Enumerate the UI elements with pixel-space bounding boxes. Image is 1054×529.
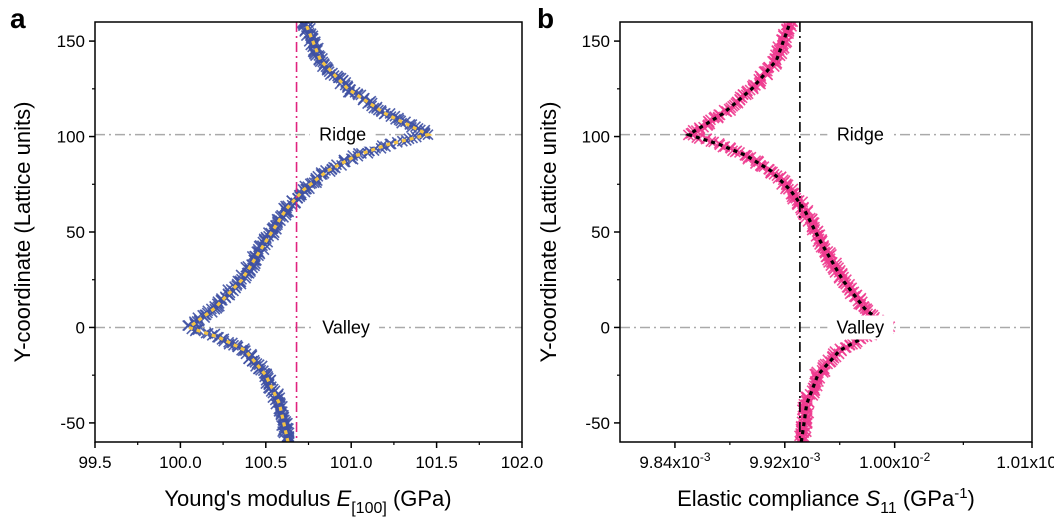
- x-axis-title: Young's modulus E[100] (GPa): [164, 486, 451, 517]
- x-axis-title-text: Young's modulus: [164, 486, 336, 511]
- data-point: [202, 327, 214, 339]
- fit-curve: [684, 22, 891, 442]
- x-tick-label: 100.5: [245, 453, 288, 472]
- data-point: [403, 133, 415, 145]
- x-axis-title: Elastic compliance S11 (GPa-1): [677, 485, 975, 517]
- annotation-label: Valley: [322, 317, 370, 337]
- x-axis-title-symbol: E: [337, 486, 352, 511]
- x-tick-label: 101.5: [415, 453, 458, 472]
- x-tick-label: 9.84x10-3: [639, 450, 710, 472]
- y-axis-title: Y-coordinate (Lattice units): [10, 102, 35, 363]
- data-point: [785, 22, 797, 28]
- y-tick-label: 100: [582, 128, 610, 147]
- panel-letter: b: [537, 3, 554, 34]
- x-axis-title-unit-close: ): [968, 486, 975, 511]
- plot-area: [95, 22, 522, 442]
- annotation-background: [309, 122, 376, 147]
- y-tick-label: -50: [585, 414, 610, 433]
- y-tick-label: 0: [601, 318, 610, 337]
- x-axis-title-unit: (GPa: [897, 486, 955, 511]
- x-axis-title-unit: (GPa): [387, 486, 452, 511]
- annotation-label: Valley: [836, 317, 884, 337]
- x-axis-title-subscript: 11: [880, 500, 897, 517]
- x-tick-exponent: -3: [810, 450, 821, 464]
- y-tick-label: 150: [57, 32, 85, 51]
- annotation-label: Ridge: [837, 125, 884, 145]
- marker-series: [682, 22, 896, 442]
- panel-letter: a: [10, 3, 26, 34]
- x-axis-title-subscript: [100]: [351, 500, 387, 517]
- x-tick-label: 101.0: [330, 453, 373, 472]
- annotation-label: Ridge: [319, 125, 366, 145]
- x-tick-label: 102.0: [501, 453, 544, 472]
- y-tick-label: 50: [66, 223, 85, 242]
- annotation-background: [827, 122, 894, 147]
- y-axis-title: Y-coordinate (Lattice units): [536, 102, 561, 363]
- plot-frame: [619, 21, 1033, 443]
- x-tick-label: 9.92x10-3: [749, 450, 820, 472]
- x-tick-mantissa: 1.01x10: [996, 453, 1054, 472]
- x-tick-mantissa: 9.92x10: [749, 453, 810, 472]
- x-tick-label: 1.00x10-2: [859, 450, 930, 472]
- x-axis-title-symbol: S: [865, 486, 880, 511]
- y-tick-label: -50: [60, 414, 85, 433]
- data-point: [410, 131, 422, 143]
- fit-curve: [185, 22, 433, 442]
- x-tick-exponent: -3: [700, 450, 711, 464]
- marker-series: [182, 22, 434, 442]
- data-point: [752, 155, 764, 167]
- data-point: [245, 348, 257, 360]
- y-tick-label: 150: [582, 32, 610, 51]
- data-point: [363, 145, 376, 157]
- y-tick-label: 100: [57, 128, 85, 147]
- data-point: [775, 171, 787, 183]
- x-tick-label: 99.5: [78, 453, 111, 472]
- x-tick-exponent: -2: [920, 450, 931, 464]
- data-point: [385, 138, 397, 150]
- x-axis-title-text: Elastic compliance: [677, 486, 865, 511]
- data-point: [799, 212, 811, 224]
- y-tick-label: 50: [591, 223, 610, 242]
- x-tick-mantissa: 1.00x10: [859, 453, 920, 472]
- x-axis-title-unit-exponent: -1: [954, 485, 967, 502]
- panel-a: Ridge Valley -50 0 50 100 150 99.5 100.0 100.5 101…: [10, 3, 543, 517]
- data-point: [232, 275, 244, 287]
- y-tick-label: 0: [76, 318, 85, 337]
- annotation-background: [827, 315, 894, 340]
- data-point: [787, 22, 799, 28]
- plot-frame: [94, 21, 523, 443]
- x-tick-mantissa: 9.84x10: [639, 453, 700, 472]
- x-tick-label: 1.01x10-2: [996, 450, 1054, 472]
- plot-area: [620, 22, 1032, 442]
- x-tick-label: 100.0: [159, 453, 202, 472]
- data-point: [355, 89, 367, 101]
- data-point: [296, 22, 308, 29]
- annotation-background: [313, 315, 380, 340]
